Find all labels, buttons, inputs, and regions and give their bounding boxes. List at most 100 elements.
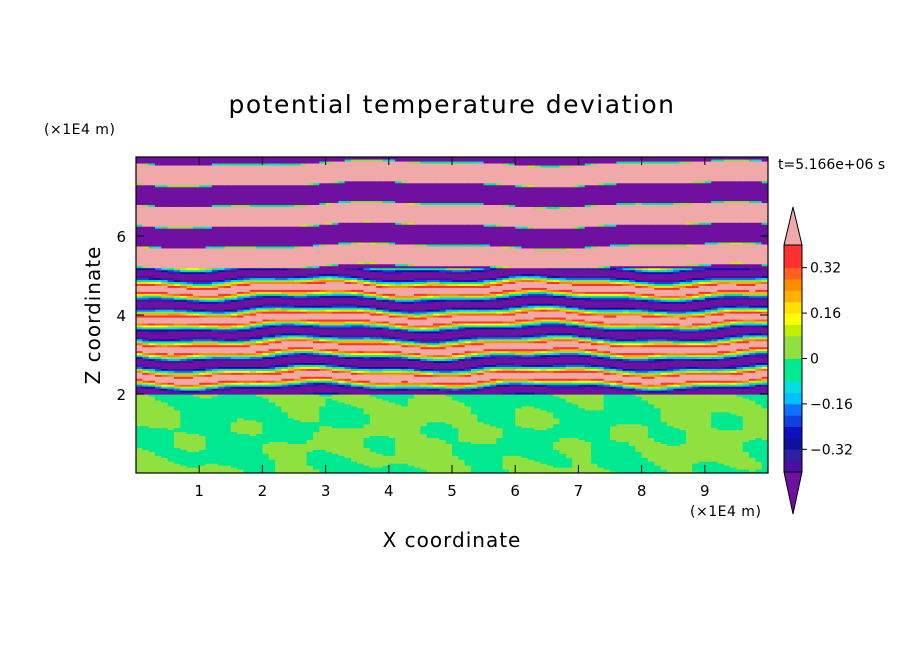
field-cell	[628, 429, 636, 433]
field-cell	[173, 465, 181, 468]
field-cell	[736, 463, 744, 466]
field-cell	[521, 427, 529, 431]
field-cell	[477, 441, 485, 444]
field-cell	[388, 429, 396, 433]
field-cell	[395, 425, 403, 429]
field-cell	[173, 453, 181, 456]
field-cell	[527, 453, 535, 456]
field-cell	[711, 429, 719, 433]
field-cell	[376, 457, 384, 460]
field-cell	[199, 469, 207, 472]
field-cell	[338, 437, 346, 441]
field-cell	[237, 431, 245, 435]
field-cell	[458, 427, 466, 431]
field-cell	[477, 431, 485, 435]
field-cell	[660, 467, 668, 470]
field-cell	[433, 429, 440, 433]
field-cell	[319, 465, 327, 468]
field-cell	[306, 431, 314, 435]
field-cell	[331, 423, 339, 427]
field-cell	[761, 441, 768, 444]
field-cell	[723, 459, 731, 462]
field-cell	[186, 459, 194, 462]
field-cell	[489, 457, 497, 460]
field-cell	[173, 423, 181, 427]
field-cell	[521, 457, 529, 460]
field-cell	[742, 445, 750, 448]
field-cell	[730, 469, 737, 472]
field-cell	[622, 435, 630, 439]
field-cell	[742, 427, 750, 431]
field-cell	[363, 449, 371, 452]
field-cell	[673, 463, 681, 466]
field-cell	[395, 431, 403, 435]
field-cell	[515, 451, 523, 454]
field-cell	[249, 463, 257, 466]
field-cell	[294, 423, 301, 427]
field-cell	[312, 471, 320, 473]
field-cell	[338, 471, 346, 473]
field-cell	[433, 447, 440, 450]
field-cell	[742, 439, 750, 442]
field-cell	[325, 445, 333, 448]
field-cell	[237, 471, 245, 473]
field-cell	[534, 425, 542, 429]
field-cell	[723, 441, 731, 444]
field-cell	[742, 465, 750, 468]
field-cell	[325, 469, 333, 472]
field-cell	[603, 455, 611, 458]
field-cell	[603, 447, 611, 450]
field-cell	[679, 427, 687, 431]
field-cell	[350, 469, 358, 472]
field-cell	[540, 437, 548, 441]
field-cell	[692, 433, 700, 437]
field-cell	[167, 459, 175, 462]
field-cell	[445, 449, 453, 452]
field-cell	[711, 441, 719, 444]
field-cell	[666, 431, 674, 435]
field-cell	[553, 431, 561, 435]
field-cell	[211, 439, 219, 442]
field-cell	[154, 471, 162, 473]
field-cell	[268, 433, 276, 437]
field-cell	[458, 437, 466, 441]
field-cell	[534, 445, 542, 448]
field-cell	[407, 429, 415, 433]
field-cell	[230, 453, 238, 456]
field-cell	[742, 459, 750, 462]
field-cell	[300, 459, 308, 462]
field-cell	[534, 433, 542, 437]
field-cell	[407, 449, 415, 452]
field-cell	[180, 455, 188, 458]
field-cell	[717, 439, 725, 442]
field-cell	[698, 467, 706, 470]
field-cell	[180, 447, 188, 450]
field-cell	[521, 441, 529, 444]
field-cell	[736, 459, 744, 462]
field-cell	[211, 451, 219, 454]
field-cell	[237, 445, 245, 448]
field-cell	[489, 435, 497, 439]
field-cell	[622, 449, 630, 452]
field-cell	[553, 459, 561, 462]
field-cell	[388, 467, 396, 470]
field-cell	[546, 461, 554, 464]
field-cell	[433, 463, 440, 466]
field-cell	[369, 439, 377, 442]
field-cell	[249, 453, 257, 456]
field-cell	[736, 429, 744, 433]
field-cell	[527, 445, 535, 448]
field-cell	[211, 471, 219, 473]
field-cell	[584, 441, 592, 444]
field-cell	[420, 455, 428, 458]
field-cell	[268, 471, 276, 473]
field-cell	[559, 467, 567, 470]
field-cell	[420, 459, 428, 462]
field-cell	[515, 469, 523, 472]
field-cell	[350, 445, 358, 448]
field-cell	[325, 429, 333, 433]
field-cell	[452, 463, 459, 466]
field-row	[136, 435, 768, 439]
field-cell	[281, 467, 289, 470]
field-cell	[654, 451, 662, 454]
